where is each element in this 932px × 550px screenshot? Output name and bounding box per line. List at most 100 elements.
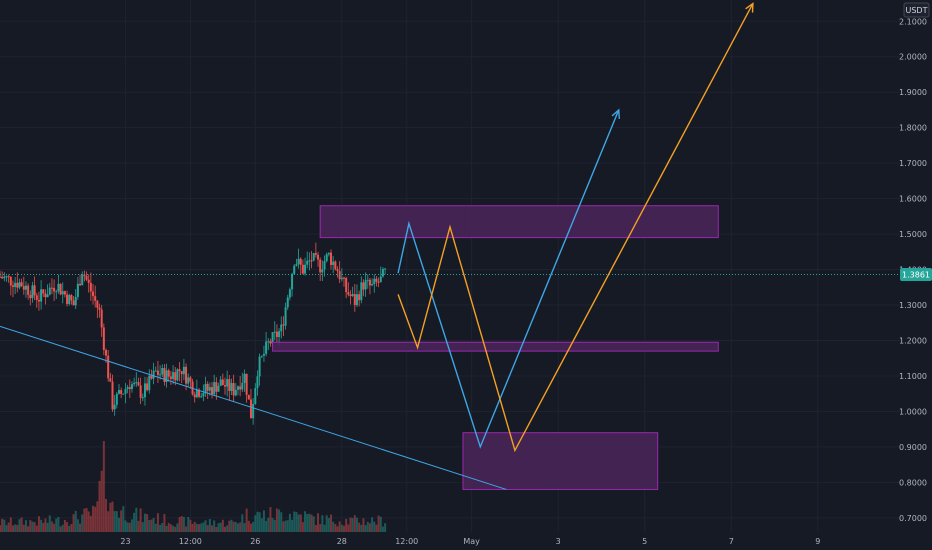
time-tick-label: 23 [120, 537, 130, 546]
volume-bar [215, 526, 218, 532]
volume-bar [31, 521, 34, 532]
volume-bar [53, 523, 56, 532]
volume-bar [83, 508, 86, 532]
volume-bar [70, 524, 73, 532]
candle-body [46, 294, 49, 298]
volume-bar [130, 519, 133, 532]
volume-bar [269, 507, 272, 532]
volume-bar [115, 511, 118, 532]
price-tick-label: 1.5000 [899, 230, 927, 239]
volume-bar [349, 517, 352, 532]
volume-bar [18, 519, 21, 532]
time-tick-label: 9 [815, 537, 820, 546]
volume-bar [152, 517, 155, 532]
volume-bar [314, 525, 317, 532]
candle-body [366, 279, 369, 281]
volume-bar [9, 517, 12, 532]
volume-bar [167, 523, 170, 532]
volume-bar [375, 524, 378, 532]
candle-body [332, 261, 335, 265]
candle-body [37, 299, 40, 302]
candle-body [293, 265, 296, 274]
volume-bar [14, 524, 17, 532]
candle-body [349, 294, 352, 296]
candle-body [92, 291, 95, 297]
candle-body [59, 283, 62, 295]
candle-body [232, 383, 235, 396]
volume-bar [74, 510, 77, 532]
candle-body [105, 349, 108, 356]
current-price-marker: 1.3861 [900, 267, 932, 281]
candle-body [256, 376, 259, 389]
candle-body [9, 276, 12, 286]
candle-body [317, 254, 320, 260]
volume-bar [40, 519, 43, 532]
volume-bar [195, 523, 198, 532]
candle-body [345, 277, 348, 293]
upper-zone [319, 205, 719, 239]
candle-body [139, 385, 142, 398]
candle-body [154, 370, 157, 372]
price-tick-label: 1.2000 [899, 336, 927, 345]
volume-bar [24, 520, 27, 532]
volume-bar [226, 525, 229, 532]
volume-bar [46, 522, 49, 532]
candle-body [200, 396, 203, 398]
candle-body [284, 307, 287, 326]
volume-bar [360, 524, 363, 532]
candle-body [269, 341, 272, 344]
candle-body [50, 287, 53, 289]
volume-bar [87, 511, 90, 532]
volume-bar [371, 517, 374, 532]
candle-body [204, 383, 207, 394]
candle-body [221, 379, 224, 386]
volume-bar [55, 518, 58, 532]
volume-bar [128, 522, 131, 532]
candle-body [57, 283, 60, 292]
candle-body [189, 377, 192, 382]
volume-bar [213, 520, 216, 532]
candle-body [384, 268, 387, 270]
volume-bar [308, 513, 311, 532]
volume-bar [267, 517, 270, 532]
volume-bar [247, 520, 250, 532]
time-axis[interactable]: 23 12:00 26 28 12:00 May 3 5 7 9 [120, 537, 820, 546]
candle-body [375, 278, 378, 282]
candle-body [327, 252, 330, 255]
currency-badge[interactable] [903, 2, 930, 18]
candle-body [312, 253, 315, 261]
volume-bar [92, 505, 95, 532]
volume-bar [189, 519, 192, 532]
candle-body [288, 289, 291, 298]
candle-body [286, 297, 289, 308]
candle-body [330, 252, 333, 265]
candle-body [178, 369, 181, 372]
candle-body [299, 258, 302, 265]
candle-body [275, 331, 278, 338]
candle-body [98, 307, 101, 310]
candle-body [40, 289, 43, 302]
candle-body [122, 393, 125, 395]
candle-body [22, 286, 25, 290]
candle-body [120, 390, 123, 394]
candle-body [174, 372, 177, 381]
volume-bar [57, 516, 60, 532]
candle-body [85, 275, 88, 280]
grid [0, 0, 900, 532]
volume-bar [206, 525, 209, 532]
candle-body [156, 370, 159, 375]
volume-bar [342, 525, 345, 532]
volume-bar [228, 520, 231, 532]
candle-body [182, 366, 185, 375]
volume-bar [50, 521, 53, 532]
candle-body [193, 394, 196, 398]
volume-bar [301, 522, 304, 532]
volume-bar [11, 525, 14, 532]
candle-body [215, 382, 218, 392]
volume-bar [234, 521, 237, 532]
candle-body [241, 382, 244, 390]
volume-bar [0, 525, 1, 532]
volume-bar [161, 523, 164, 532]
time-tick-label: 7 [729, 537, 734, 546]
